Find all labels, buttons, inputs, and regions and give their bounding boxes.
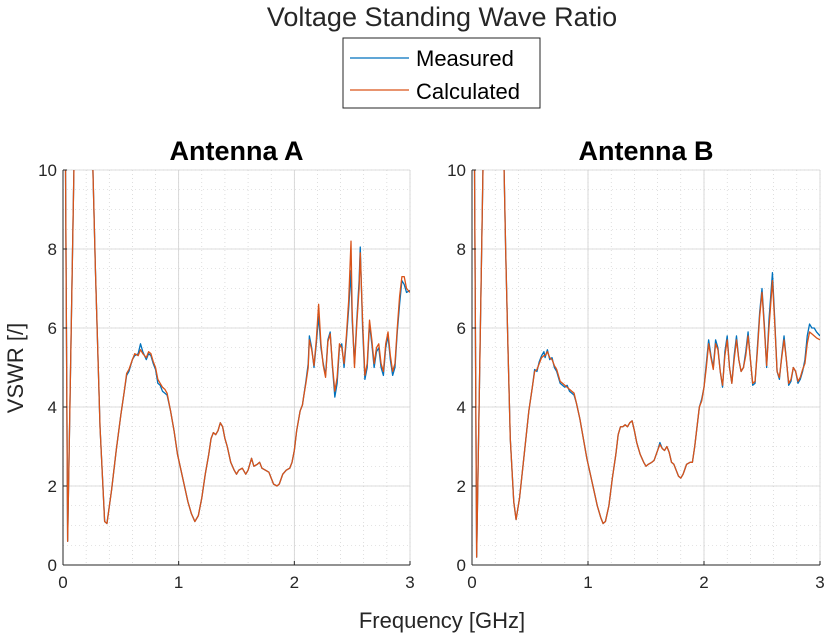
x-tick-label: 1 xyxy=(174,573,183,592)
legend-label-calculated: Calculated xyxy=(416,79,520,104)
y-tick-label: 8 xyxy=(457,240,466,259)
plot-area xyxy=(63,170,410,565)
x-tick-label: 2 xyxy=(290,573,299,592)
y-tick-label: 0 xyxy=(48,556,57,575)
y-tick-label: 0 xyxy=(457,556,466,575)
series-line-calculated-antenna-a xyxy=(64,170,410,542)
x-tick-label: 3 xyxy=(815,573,824,592)
y-tick-label: 10 xyxy=(38,161,57,180)
y-tick-label: 10 xyxy=(447,161,466,180)
plot-antenna-a: 0 1 2 3 0 2 4 6 8 10 Antenna A xyxy=(38,136,415,592)
x-tick-label: 0 xyxy=(467,573,476,592)
figure-title: Voltage Standing Wave Ratio xyxy=(267,2,617,32)
legend: Measured Calculated xyxy=(342,37,541,109)
y-axis-label: VSWR [/] xyxy=(3,323,28,413)
series-line-calculated-antenna-b xyxy=(473,170,820,558)
legend-box xyxy=(342,37,541,109)
x-tick-label: 3 xyxy=(405,573,414,592)
y-tick-label: 4 xyxy=(457,398,466,417)
y-tick-label: 4 xyxy=(48,398,57,417)
y-tick-label: 2 xyxy=(457,477,466,496)
x-tick-label: 1 xyxy=(583,573,592,592)
x-tick-label: 0 xyxy=(58,573,67,592)
plot-area xyxy=(472,170,820,565)
plot-title-antenna-b: Antenna B xyxy=(579,136,714,166)
x-tick-label: 2 xyxy=(699,573,708,592)
y-tick-label: 6 xyxy=(48,319,57,338)
plot-antenna-b: 0 1 2 3 0 2 4 6 8 10 Antenna B xyxy=(447,136,825,592)
y-tick-label: 8 xyxy=(48,240,57,259)
legend-label-measured: Measured xyxy=(416,46,514,71)
y-tick-label: 2 xyxy=(48,477,57,496)
y-tick-label: 6 xyxy=(457,319,466,338)
x-axis-label: Frequency [GHz] xyxy=(359,608,525,633)
plot-title-antenna-a: Antenna A xyxy=(170,136,304,166)
